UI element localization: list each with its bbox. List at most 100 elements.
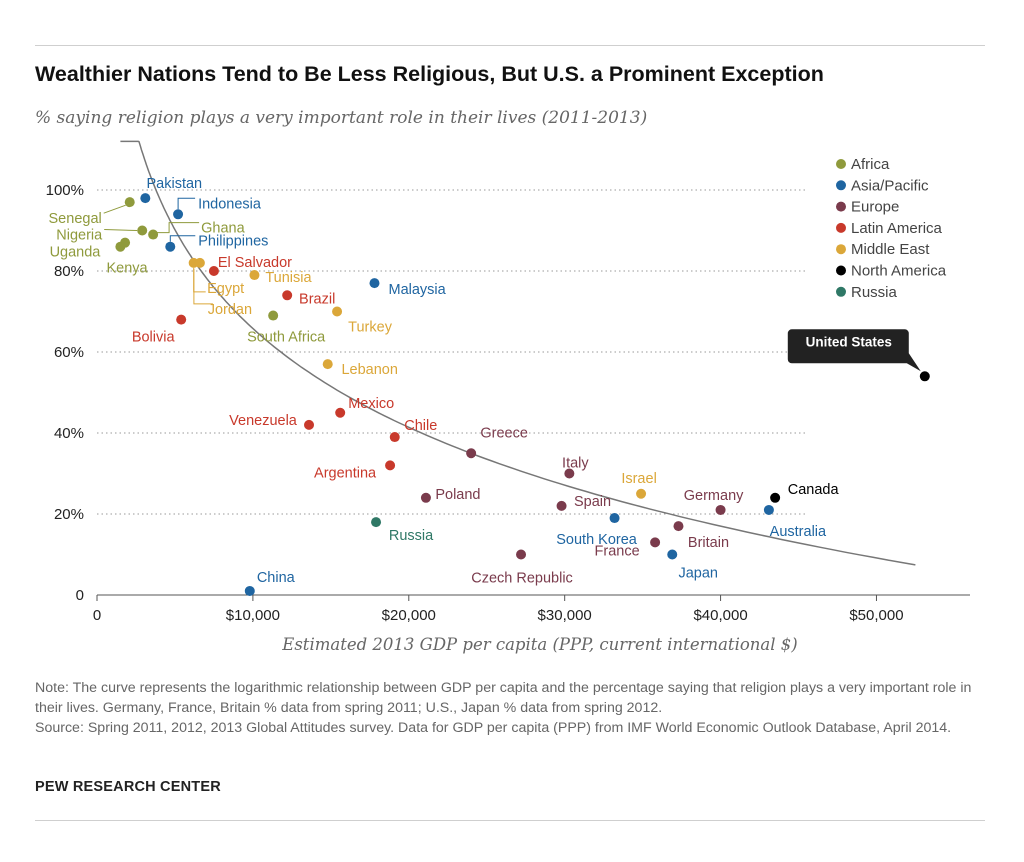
legend-marker-africa bbox=[836, 159, 846, 169]
point-label: Russia bbox=[389, 528, 434, 544]
data-point-lebanon bbox=[322, 359, 333, 370]
data-point-south-korea bbox=[609, 513, 620, 524]
data-point-czech-republic bbox=[516, 549, 527, 560]
data-point-greece bbox=[466, 448, 477, 459]
point-label: Senegal bbox=[49, 211, 102, 227]
callout-label: United States bbox=[806, 334, 892, 349]
data-point-philippines bbox=[165, 241, 176, 252]
point-label: Australia bbox=[770, 524, 827, 540]
data-point-venezuela bbox=[304, 419, 315, 430]
point-label: Mexico bbox=[348, 396, 394, 412]
data-point-malaysia bbox=[369, 278, 380, 289]
data-point-spain bbox=[556, 500, 567, 511]
point-label: Tunisia bbox=[265, 270, 312, 286]
data-point-australia bbox=[763, 504, 774, 515]
x-tick-label: $40,000 bbox=[693, 607, 747, 624]
y-tick-label: 60% bbox=[54, 344, 84, 361]
leader-line bbox=[193, 267, 206, 293]
leader-line bbox=[103, 204, 126, 214]
data-point-jordan bbox=[194, 257, 205, 268]
legend-label: Russia bbox=[851, 284, 898, 301]
data-point-britain bbox=[673, 521, 684, 532]
leader-line bbox=[104, 229, 138, 231]
point-label: Nigeria bbox=[56, 228, 103, 244]
point-label: Argentina bbox=[314, 465, 377, 481]
legend-label: Middle East bbox=[851, 241, 930, 258]
x-tick-label: $20,000 bbox=[382, 607, 436, 624]
legend: Africa Asia/Pacific Europe Latin America Mid… bbox=[836, 156, 947, 301]
point-label: Uganda bbox=[50, 245, 102, 261]
data-point-chile bbox=[389, 432, 400, 443]
point-label: Greece bbox=[480, 425, 528, 441]
data-point-germany bbox=[715, 504, 726, 515]
data-point-france bbox=[650, 537, 661, 548]
point-label: Germany bbox=[684, 488, 744, 504]
top-rule bbox=[35, 45, 985, 46]
point-label: Kenya bbox=[106, 261, 148, 277]
legend-marker-russia bbox=[836, 286, 846, 297]
data-point-pakistan bbox=[140, 193, 151, 204]
source-text: Source: Spring 2011, 2012, 2013 Global A… bbox=[35, 720, 952, 736]
point-label: El Salvador bbox=[218, 255, 292, 271]
legend-label: Africa bbox=[851, 156, 890, 173]
point-label: France bbox=[595, 543, 640, 559]
data-point-russia bbox=[371, 517, 382, 528]
data-point-poland bbox=[420, 492, 431, 503]
data-point-bolivia bbox=[176, 314, 187, 325]
data-point-tunisia bbox=[249, 270, 260, 281]
data-point-nigeria bbox=[137, 225, 148, 236]
point-label: Indonesia bbox=[198, 196, 262, 212]
data-point-japan bbox=[667, 549, 678, 560]
y-tick-label: 20% bbox=[54, 506, 84, 523]
point-label: Italy bbox=[562, 456, 589, 472]
data-point-turkey bbox=[332, 306, 343, 317]
chart-title: Wealthier Nations Tend to Be Less Religi… bbox=[35, 62, 824, 86]
point-label: Pakistan bbox=[147, 176, 203, 192]
point-label: Israel bbox=[621, 471, 656, 487]
point-label: Ghana bbox=[201, 221, 245, 237]
data-point-kenya bbox=[120, 237, 131, 248]
data-point-mexico bbox=[335, 407, 346, 418]
legend-marker-europe bbox=[836, 201, 846, 212]
leader-line bbox=[177, 197, 196, 210]
point-label: Japan bbox=[678, 566, 718, 582]
point-label: Jordan bbox=[208, 302, 252, 318]
chart-note: Note: The curve represents the logarithm… bbox=[35, 678, 985, 738]
x-tick-label: $50,000 bbox=[849, 607, 903, 624]
x-tick-label: $10,000 bbox=[226, 607, 280, 624]
x-tick-label: 0 bbox=[93, 607, 101, 624]
point-label: South Korea bbox=[556, 532, 638, 548]
point-label: Spain bbox=[574, 494, 611, 510]
point-label: Britain bbox=[688, 535, 729, 551]
callout-box bbox=[787, 329, 921, 372]
legend-marker-latin-america bbox=[836, 222, 846, 233]
note-text: Note: The curve represents the logarithm… bbox=[35, 680, 972, 716]
point-label: Venezuela bbox=[229, 413, 298, 429]
data-points bbox=[115, 193, 930, 596]
point-label: Malaysia bbox=[388, 282, 446, 298]
data-point-china bbox=[244, 585, 255, 596]
data-point-ghana bbox=[148, 229, 159, 240]
leader-line bbox=[157, 222, 200, 234]
trend-curve bbox=[120, 140, 916, 566]
point-label: Turkey bbox=[348, 320, 393, 336]
point-label: Canada bbox=[788, 482, 840, 498]
point-label: China bbox=[257, 570, 296, 586]
y-tick-label: 100% bbox=[46, 182, 84, 199]
leader-line bbox=[169, 235, 196, 242]
x-tick-label: $30,000 bbox=[538, 607, 592, 624]
data-point-el-salvador bbox=[208, 266, 219, 276]
chart-subtitle: % saying religion plays a very important… bbox=[35, 108, 648, 128]
axes: 0 20% 40% 60% 80% 100% 0 $10,000 $20,000 $30,000 $… bbox=[46, 182, 970, 624]
y-tick-label: 0 bbox=[76, 587, 84, 604]
data-point-senegal bbox=[124, 197, 135, 208]
data-point-israel bbox=[636, 488, 647, 499]
legend-label: Latin America bbox=[851, 220, 943, 237]
data-point-indonesia bbox=[173, 209, 184, 220]
point-label: Brazil bbox=[299, 291, 335, 307]
data-point-south-africa bbox=[268, 310, 279, 321]
legend-label: Asia/Pacific bbox=[851, 177, 929, 194]
legend-marker-north-america bbox=[836, 265, 846, 276]
point-label: Bolivia bbox=[132, 330, 176, 346]
